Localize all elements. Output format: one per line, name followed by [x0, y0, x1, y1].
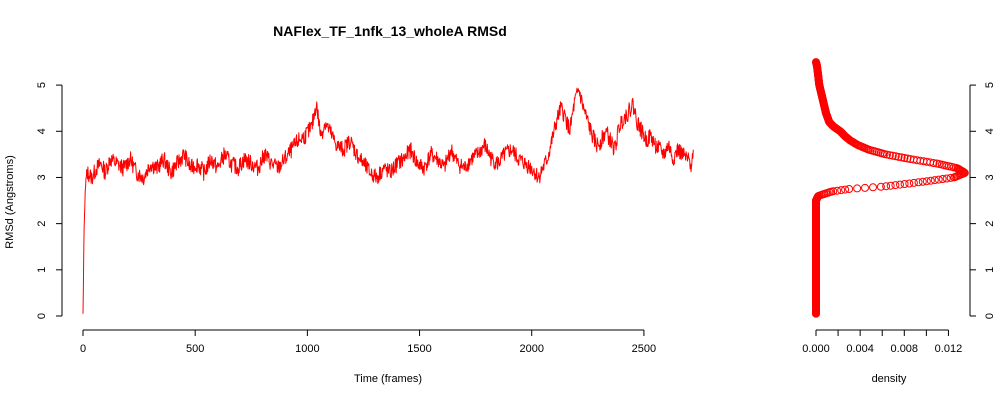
- density-point: [897, 153, 906, 162]
- density-point: [885, 151, 894, 160]
- density-point: [869, 183, 877, 192]
- density-point: [861, 183, 869, 192]
- density-point: [903, 154, 912, 163]
- density-point: [934, 175, 943, 184]
- density-y-tick-label: 0: [984, 313, 996, 319]
- density-point: [891, 181, 900, 190]
- x-tick-label: 1000: [295, 343, 319, 355]
- density-point: [922, 177, 931, 186]
- density-point: [886, 181, 895, 190]
- y-tick-label: 3: [36, 174, 48, 180]
- density-points: [812, 58, 969, 318]
- x-tick-label: 2500: [632, 343, 656, 355]
- x-tick-label: 1500: [407, 343, 431, 355]
- density-y-tick-label: 3: [984, 174, 996, 180]
- x-axis-title: Time (frames): [354, 373, 422, 385]
- x-tick-label: 0: [80, 343, 86, 355]
- density-point: [882, 182, 891, 191]
- density-point: [930, 176, 939, 185]
- density-point: [938, 175, 947, 183]
- density-point: [946, 173, 955, 182]
- density-x-tick-label: 0.012: [935, 343, 963, 355]
- y-tick-label: 2: [36, 221, 48, 227]
- density-point: [829, 187, 838, 196]
- density-point: [909, 178, 918, 187]
- density-x-tick-label: 0.008: [891, 343, 919, 355]
- x-tick-label: 2000: [519, 343, 543, 355]
- density-y-tick-label: 5: [984, 82, 996, 88]
- density-point: [841, 185, 850, 194]
- density-y-axis: 0 1 2 3 4 5: [969, 82, 996, 319]
- density-point: [900, 180, 909, 188]
- density-point: [905, 179, 914, 188]
- y-axis: 0 1 2 3 4 5: [36, 82, 63, 319]
- density-point: [853, 184, 862, 193]
- density-panel: 0.000 0.004 0.008 0.012 0 1 2 3 4 5 density: [802, 58, 996, 385]
- density-x-tick-label: 0.000: [802, 343, 830, 355]
- density-point: [896, 180, 904, 189]
- y-tick-label: 4: [36, 128, 48, 134]
- density-point: [876, 182, 885, 191]
- density-point: [833, 186, 842, 195]
- chart-title: NAFlex_TF_1nfk_13_wholeA RMSd: [273, 23, 507, 39]
- rmsd-series-line: [82, 87, 694, 314]
- density-point: [888, 151, 897, 160]
- density-point: [942, 174, 951, 183]
- density-point: [900, 154, 909, 162]
- density-point: [812, 58, 820, 67]
- density-point: [845, 185, 854, 193]
- density-point: [891, 152, 900, 161]
- density-point: [914, 178, 923, 187]
- density-point: [906, 155, 915, 164]
- density-point: [894, 152, 903, 161]
- y-tick-label: 1: [36, 267, 48, 273]
- density-point: [918, 177, 927, 186]
- density-y-tick-label: 2: [984, 221, 996, 227]
- y-axis-title: RMSd (Angstroms): [4, 155, 16, 249]
- y-tick-label: 0: [36, 313, 48, 319]
- density-axis-title: density: [872, 373, 907, 385]
- rmsd-timeseries-panel: 0 500 1000 1500 2000 2500 0 1 2 3 4 5 Time (frames…: [4, 82, 694, 385]
- density-x-axis: 0.000 0.004 0.008 0.012: [802, 329, 963, 355]
- density-point: [837, 186, 846, 195]
- density-y-tick-label: 1: [984, 267, 996, 273]
- y-tick-label: 5: [36, 82, 48, 88]
- density-point: [926, 176, 935, 185]
- density-x-tick-label: 0.004: [846, 343, 874, 355]
- density-point: [909, 155, 918, 164]
- x-tick-label: 500: [186, 343, 204, 355]
- x-axis: 0 500 1000 1500 2000 2500: [80, 329, 656, 355]
- density-y-tick-label: 4: [984, 128, 996, 134]
